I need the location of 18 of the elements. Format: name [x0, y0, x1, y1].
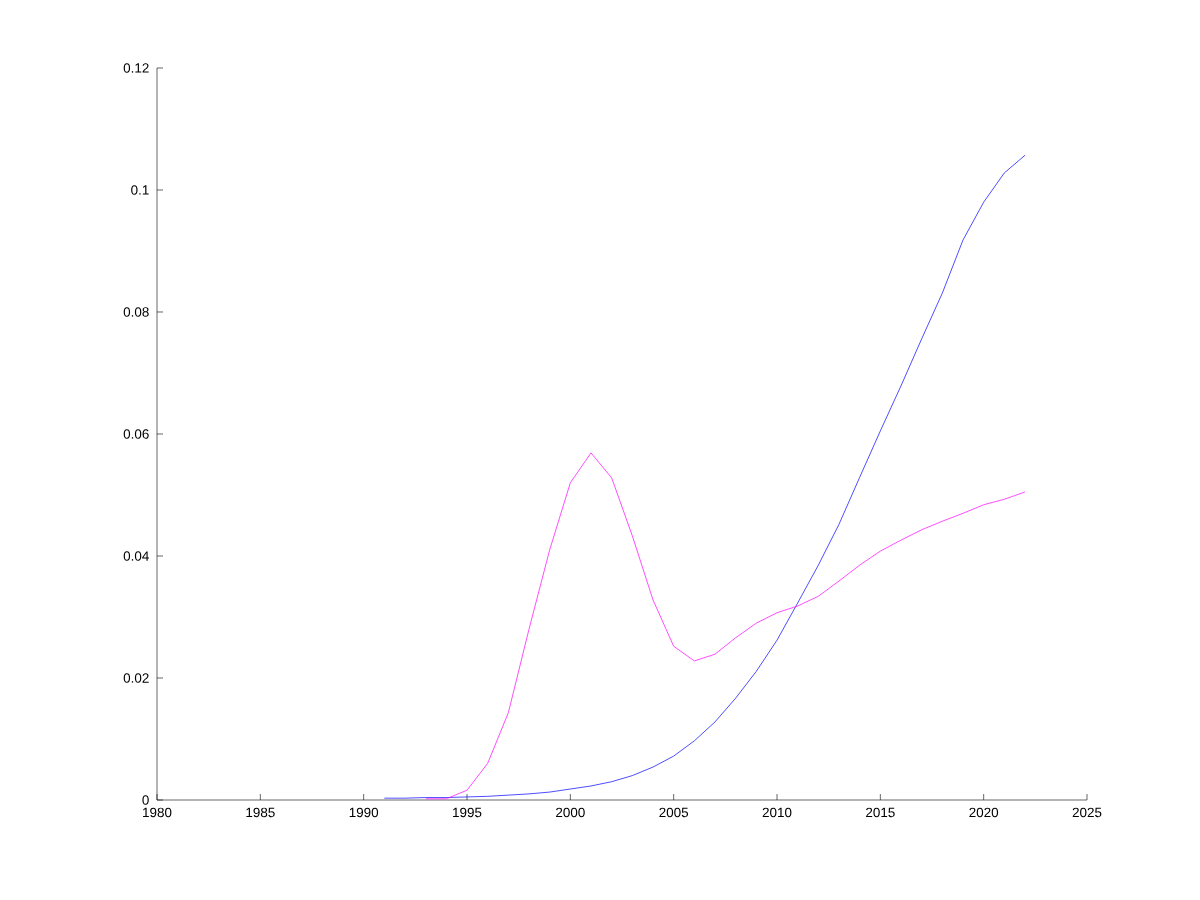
x-tick-label: 2000: [556, 807, 585, 818]
x-tick-label: 1990: [349, 807, 379, 818]
y-tick-label: 0.06: [123, 429, 149, 439]
y-tick-label: 0.12: [123, 63, 149, 73]
y-tick-label: 0.02: [123, 673, 149, 683]
y-tick-label: 0: [142, 795, 149, 805]
x-tick-label: 2025: [1072, 807, 1102, 818]
x-tick-label: 1995: [453, 807, 482, 818]
x-tick-label: 2005: [659, 807, 689, 818]
x-tick-label: 2020: [969, 807, 999, 818]
y-tick-label: 0.08: [123, 307, 149, 317]
x-tick-label: 2015: [866, 807, 895, 818]
x-tick-label: 2010: [762, 807, 792, 818]
x-tick-label: 1985: [246, 807, 275, 818]
line-series: [425, 452, 1026, 800]
x-tick-label: 1980: [143, 807, 172, 818]
y-tick-label: 0.04: [123, 551, 149, 561]
y-tick-label: 0.1: [131, 185, 149, 195]
